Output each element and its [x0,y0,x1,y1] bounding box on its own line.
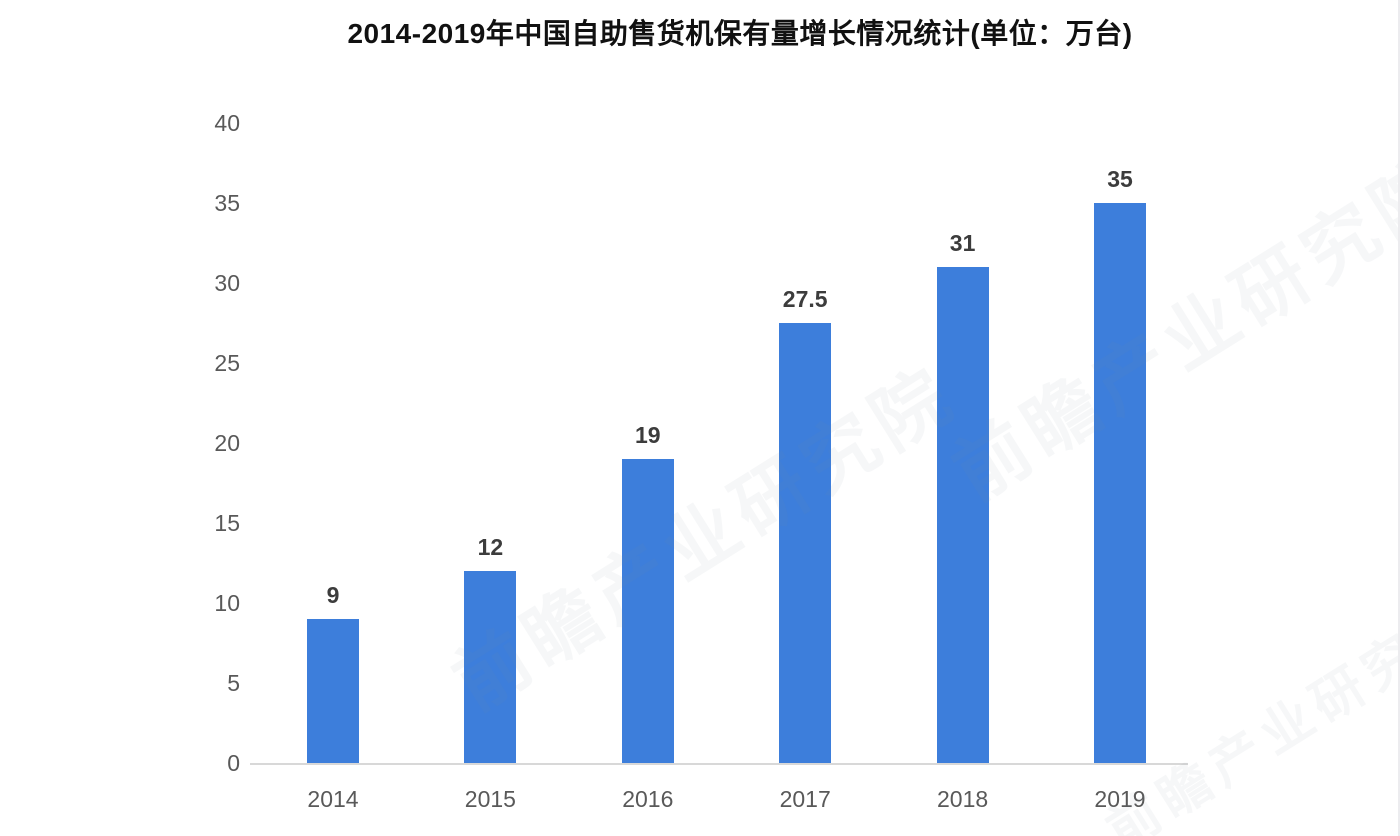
y-axis-tick-label: 30 [214,270,240,296]
y-axis-tick-label: 15 [214,510,240,536]
bar-2017 [779,323,832,763]
bar-2018 [936,267,989,763]
x-axis-tick-label-2017: 2017 [779,786,831,812]
x-axis-line [250,763,1188,765]
y-axis-tick-label: 10 [214,590,240,616]
x-axis-tick-label-2015: 2015 [464,786,516,812]
y-axis-tick-label: 35 [214,190,240,216]
y-axis-tick-label: 20 [214,430,240,456]
y-axis-tick-label: 0 [227,750,240,776]
bar-2015 [464,571,517,763]
value-label-2015: 12 [477,534,504,560]
value-label-2018: 31 [949,230,976,256]
y-axis-tick-label: 5 [227,670,240,696]
x-axis-tick-label-2014: 2014 [307,786,359,812]
x-axis-tick-label-2016: 2016 [622,786,674,812]
value-label-2019: 35 [1107,166,1133,192]
x-axis-tick-label-2018: 2018 [937,786,989,812]
bar-2014 [307,619,359,763]
value-label-2017: 27.5 [782,286,828,312]
value-label-2016: 19 [635,422,661,448]
y-axis-tick-label: 25 [214,350,240,376]
value-label-2014: 9 [326,582,340,608]
x-axis-tick-label-2019: 2019 [1094,786,1146,812]
bar-2016 [621,459,674,763]
chart-title: 2014-2019年中国自助售货机保有量增长情况统计(单位：万台) [347,18,1133,49]
y-axis-tick-label: 40 [214,110,240,136]
bar-2019 [1094,203,1146,763]
